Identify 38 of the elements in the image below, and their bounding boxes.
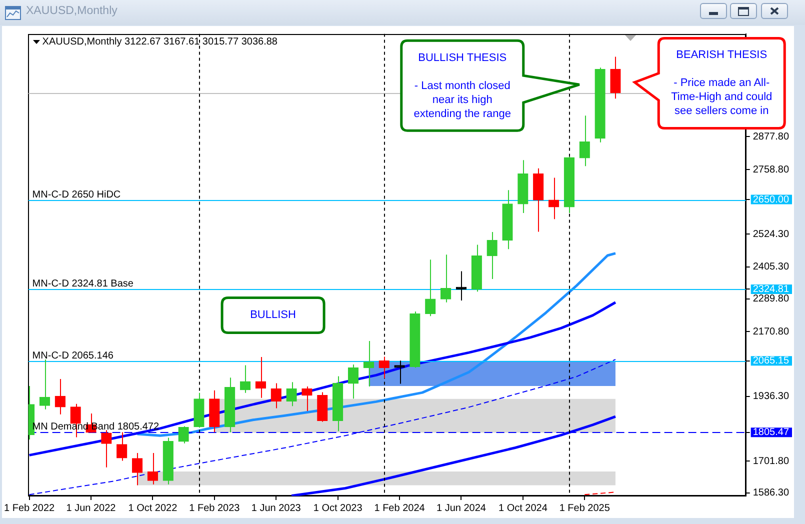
chart-subtitle: XAUUSD,Monthly 3122.67 3167.61 3015.77 3036.88 — [42, 36, 278, 48]
y-tick-label: 2524.30 — [752, 228, 790, 240]
x-tick-label: 1 Jun 2022 — [66, 502, 116, 514]
ref-line-label: MN-C-D 2324.81 Base — [32, 278, 134, 290]
text: BULLISH THESIS - Last month closed near its high extending the range — [414, 52, 511, 120]
ref-line-label: MN-C-D 2065.146 — [32, 350, 114, 362]
y-tick-label: 1936.30 — [752, 391, 790, 402]
x-tick-label: 1 Oct 2023 — [313, 502, 363, 514]
y-tick-label: 2405.30 — [752, 262, 790, 273]
x-tick-label: 1 Feb 2024 — [374, 502, 426, 514]
y-tick-label: 2877.80 — [752, 131, 790, 142]
candlestick — [548, 177, 560, 220]
y-tick-label: 2324.81 — [752, 284, 790, 295]
text: BEARISH THESIS - Price made an All-Time-High and could see sellers come in — [671, 49, 772, 118]
y-tick-label: 1805.47 — [752, 427, 790, 438]
x-tick-label: 1 Jun 2023 — [251, 502, 302, 514]
x-tick-label: 1 Jun 2024 — [436, 502, 486, 514]
annotation: BULLISH — [249, 308, 297, 322]
candlestick — [394, 360, 405, 384]
y-tick-label: 2065.15 — [752, 356, 790, 367]
y-tick-label: 2758.80 — [752, 164, 790, 176]
candlestick — [610, 56, 621, 100]
x-tick-label: 1 Oct 2022 — [128, 502, 178, 514]
y-tick-label: 1701.80 — [752, 456, 790, 467]
candlestick — [302, 386, 312, 412]
x-tick-label: 1 Oct 2024 — [498, 502, 548, 514]
x-tick-label: 1 Feb 2022 — [4, 502, 56, 514]
candlestick — [255, 356, 266, 398]
ref-line-label: MN-C-D 2650 HiDC — [32, 189, 121, 200]
candlestick — [39, 358, 50, 410]
y-tick-label: 1586.30 — [752, 488, 790, 499]
y-tick-label: 2170.80 — [752, 326, 790, 338]
candlestick — [363, 340, 374, 388]
x-tick-label: 1 Feb 2025 — [559, 502, 610, 514]
y-tick-label: 2289.80 — [752, 294, 790, 305]
x-tick-label: 1 Feb 2023 — [189, 502, 240, 514]
chart-title: XAUUSD,Monthly — [26, 5, 118, 17]
y-tick-label: 2650.00 — [752, 194, 790, 206]
